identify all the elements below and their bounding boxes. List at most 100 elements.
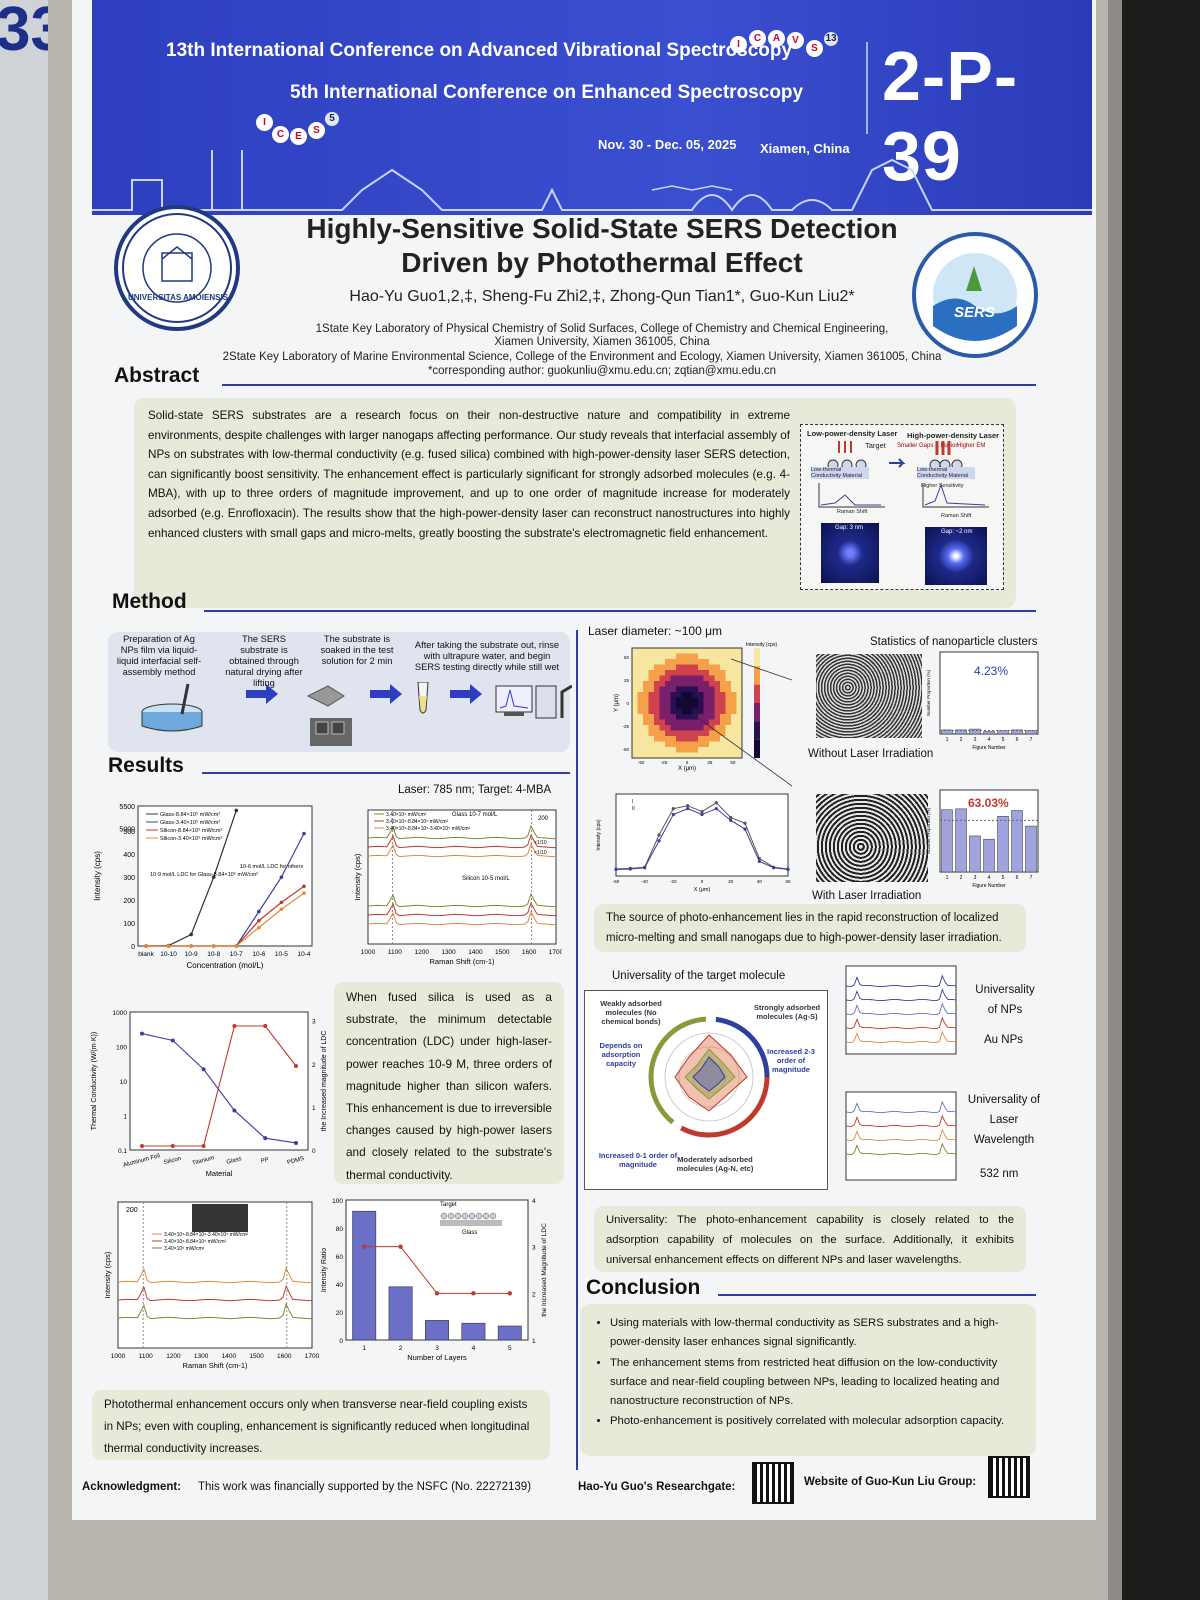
heatmap-cell bbox=[687, 719, 693, 726]
heatmap-cell bbox=[637, 741, 644, 748]
heatmap-cell bbox=[709, 648, 715, 654]
sers-logo-text: SERS bbox=[954, 304, 995, 321]
heatmap-cell bbox=[692, 736, 699, 742]
heatmap-cell bbox=[648, 675, 655, 682]
heatmap-cell bbox=[709, 747, 715, 753]
np-sphere bbox=[461, 1212, 469, 1220]
heatmap-cell bbox=[654, 686, 660, 693]
np-sphere bbox=[440, 1212, 448, 1220]
heatmap-cell bbox=[676, 730, 682, 737]
pointer-line bbox=[692, 713, 792, 787]
y-tick-label: 1000 bbox=[113, 1010, 128, 1017]
heatmap-cell bbox=[681, 725, 688, 731]
heatmap-cell bbox=[692, 747, 699, 753]
bar bbox=[997, 730, 1009, 735]
university-seal-text: UNIVERSITAS AMOIENSIS bbox=[128, 293, 229, 302]
heatmap-cell bbox=[709, 653, 715, 660]
heatmap-cell bbox=[681, 736, 688, 742]
bar bbox=[1025, 730, 1037, 735]
y-tick-label: 25 bbox=[624, 678, 630, 683]
heatmap-cell bbox=[637, 714, 644, 720]
heatmap-cell bbox=[725, 719, 732, 726]
heatmap-cell bbox=[692, 719, 699, 726]
conference-line-1: 13th International Conference on Advance… bbox=[166, 40, 793, 61]
data-point bbox=[302, 891, 306, 895]
heatmap-cell bbox=[665, 752, 671, 759]
heatmap-cell bbox=[676, 659, 682, 665]
heatmap-cell bbox=[648, 708, 655, 715]
x-tick-label: 1000 bbox=[111, 1353, 126, 1360]
colorbar-segment bbox=[754, 739, 760, 758]
heatmap-cell bbox=[731, 653, 737, 660]
heatmap-cell bbox=[632, 747, 638, 753]
heatmap-cell bbox=[637, 708, 644, 715]
heatmap-cell bbox=[687, 725, 693, 731]
heatmap-cell bbox=[681, 719, 688, 726]
increased-23-label: Increased 2-3 order of magnitude bbox=[767, 1047, 815, 1074]
heatmap-cell bbox=[659, 648, 666, 654]
heatmap-cell bbox=[681, 703, 688, 709]
heatmap-cell bbox=[665, 692, 671, 698]
heatmap-cell bbox=[703, 697, 710, 704]
heatmap-cell bbox=[654, 708, 660, 715]
heatmap-cell bbox=[632, 714, 638, 720]
x-tick-label: 4 bbox=[472, 1345, 476, 1352]
heatmap-cell bbox=[632, 692, 638, 698]
sem-inset bbox=[192, 1204, 248, 1232]
heatmap-cell bbox=[659, 697, 666, 704]
colorbar-segment bbox=[754, 703, 760, 722]
background-room bbox=[1122, 0, 1200, 1600]
data-point bbox=[279, 875, 284, 879]
x-tick-label: 1300 bbox=[441, 949, 456, 956]
y-tick-label: 0 bbox=[626, 701, 629, 706]
chart-intensity-heatmap: Intensity (cps) X (μm) Y (μm) -50 -50 -25 -25 0… bbox=[614, 642, 792, 787]
heatmap-cell bbox=[687, 653, 693, 660]
data-point bbox=[140, 1031, 144, 1036]
series-line bbox=[146, 892, 305, 947]
heatmap-cell bbox=[676, 752, 682, 759]
smaller-gaps-label: Smaller Gaps & Fusion bbox=[897, 443, 959, 449]
x-tick-label: 1100 bbox=[388, 949, 402, 956]
bar bbox=[352, 1210, 377, 1341]
heatmap-cell bbox=[654, 664, 660, 671]
laser-diameter-label: Laser diameter: ~100 μm bbox=[588, 624, 722, 638]
heatmap-cell bbox=[687, 670, 693, 676]
heatmap-cell bbox=[637, 752, 644, 759]
np-sphere bbox=[482, 1212, 490, 1220]
x-axis-label: Figure Number bbox=[972, 745, 1006, 751]
heatmap-cell bbox=[670, 752, 677, 759]
heatmap-cell bbox=[676, 703, 682, 709]
data-point bbox=[211, 875, 216, 879]
spectrum-line bbox=[367, 892, 557, 908]
y-tick-label: 5500 bbox=[119, 804, 135, 811]
data-point bbox=[189, 944, 193, 948]
legend-label: 3.40×10⁵-8.84×10⁵ mW/cm² bbox=[386, 819, 449, 825]
series-line bbox=[141, 1033, 297, 1144]
heatmap-cell bbox=[698, 675, 704, 682]
heatmap-cell bbox=[676, 686, 682, 693]
heatmap-cell bbox=[670, 736, 677, 742]
universality-laser-label: Universality of Laser Wavelength bbox=[967, 1094, 1041, 1146]
heatmap-cell bbox=[692, 681, 699, 687]
heatmap-cell bbox=[720, 648, 726, 654]
y-tick-label: 0 bbox=[339, 1338, 343, 1345]
heatmap-cell bbox=[709, 659, 715, 665]
heatmap-cell bbox=[714, 747, 721, 753]
annotation: 10-9 mol/L LDC for Glass-8.84×10⁵ mW/cm² bbox=[150, 871, 258, 878]
strong-label: Strongly adsorbed molecules (Ag-S) bbox=[753, 1003, 821, 1021]
data-point bbox=[657, 839, 661, 843]
researchgate-qr-code[interactable] bbox=[752, 1462, 794, 1504]
website-qr-code[interactable] bbox=[988, 1456, 1030, 1498]
em-field-map-high bbox=[925, 527, 987, 585]
heatmap-cell bbox=[681, 670, 688, 676]
heatmap-cell bbox=[731, 686, 737, 693]
heatmap-cell bbox=[714, 708, 721, 715]
data-point bbox=[140, 1144, 144, 1148]
heatmap-cell bbox=[659, 719, 666, 726]
x-tick-label: -50 bbox=[638, 760, 645, 765]
heatmap-cell bbox=[665, 741, 671, 748]
heatmap-cell bbox=[648, 719, 655, 726]
heatmap-cell bbox=[725, 736, 732, 742]
icavs-letter: A bbox=[768, 30, 785, 47]
data-point bbox=[232, 1024, 237, 1028]
